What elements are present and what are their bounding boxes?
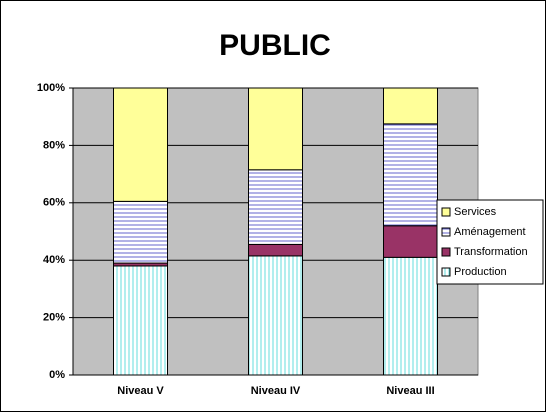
legend-label: Transformation [454, 246, 528, 258]
y-tick-label: 20% [43, 312, 65, 324]
y-tick-label: 60% [43, 197, 65, 209]
legend-label: Services [454, 206, 497, 218]
y-tick-label: 40% [43, 254, 65, 266]
y-tick-label: 80% [43, 139, 65, 151]
bar-segment [248, 87, 303, 171]
bar-segment [248, 243, 303, 257]
bar-segment [383, 225, 438, 258]
x-tick-label: Niveau V [117, 385, 164, 397]
chart-title: PUBLIC [219, 29, 331, 62]
bar-segment [248, 255, 303, 376]
x-tick-label: Niveau III [386, 385, 434, 397]
legend [436, 199, 544, 285]
x-tick-label: Niveau IV [251, 385, 301, 397]
bar-segment [383, 87, 438, 125]
bar-segment [113, 87, 168, 202]
bar-segment [383, 256, 438, 376]
legend-swatch [441, 267, 451, 277]
y-tick-label: 100% [37, 82, 65, 94]
legend-label: Aménagement [454, 226, 526, 238]
legend-swatch [441, 227, 451, 237]
legend-swatch [441, 247, 451, 257]
y-tick-label: 0% [49, 369, 65, 381]
bar-segment [248, 169, 303, 245]
legend-label: Production [454, 266, 507, 278]
legend-swatch [441, 207, 451, 217]
bar-segment [383, 123, 438, 227]
bar-segment [113, 200, 168, 264]
bar-segment [113, 265, 168, 376]
